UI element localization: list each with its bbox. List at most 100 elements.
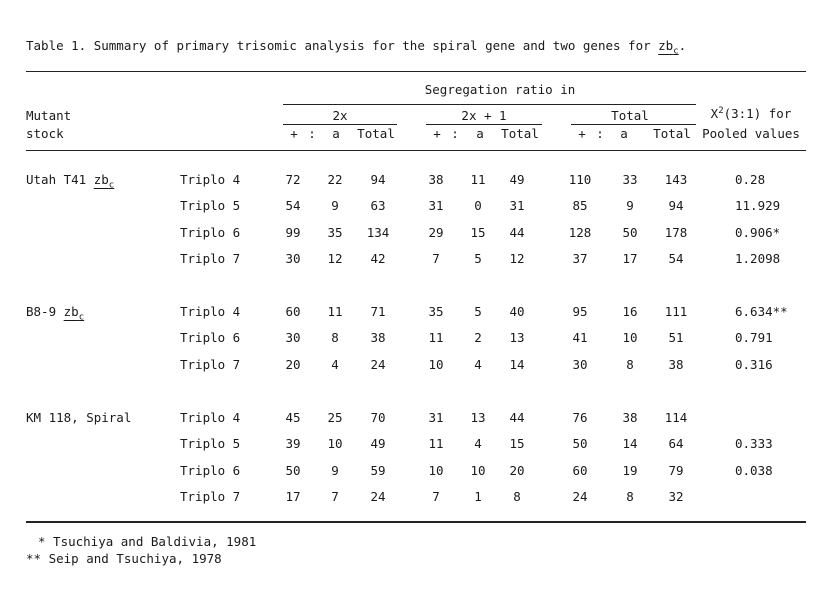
cell-pt: 41 <box>572 330 588 346</box>
cell-p21: 38 <box>428 172 444 187</box>
cell-at: 16 <box>622 304 638 319</box>
cell-at: 33 <box>622 172 638 187</box>
sub-plus-2x1: + <box>433 126 441 141</box>
cell-a2x: 8 <box>331 330 339 346</box>
cell-p2x: 39 <box>285 436 301 452</box>
cell-p2x: 30 <box>285 330 301 346</box>
cell-t2x: 134 <box>366 224 390 240</box>
cell-t2x: 49 <box>370 436 386 452</box>
cell-a21: 2 <box>474 330 482 346</box>
stock-label: Utah T41 zbc <box>26 172 115 191</box>
cell-pt: 50 <box>572 436 588 452</box>
cell-tt: 32 <box>668 488 684 504</box>
cell-p2x: 45 <box>285 410 301 425</box>
cell-p21: 10 <box>428 356 444 372</box>
cell-a2x: 10 <box>327 436 343 452</box>
cell-pt: 30 <box>572 356 588 372</box>
cell-chi: 0.316 <box>735 356 773 372</box>
cell-t21: 44 <box>509 224 525 240</box>
header-group-2x1: 2x + 1 <box>461 108 507 123</box>
top-rule <box>26 71 806 72</box>
group-rule-2x <box>283 124 397 125</box>
cell-at: 10 <box>622 330 638 346</box>
cell-a2x: 9 <box>331 198 339 214</box>
cell-t2x: 94 <box>370 172 386 187</box>
header-stock: stock <box>26 126 64 141</box>
cell-chi: 0.333 <box>735 436 773 452</box>
header-group-total: Total <box>611 108 649 123</box>
cell-p21: 11 <box>428 436 444 452</box>
cell-at: 50 <box>622 224 638 240</box>
stock-gene: zbc <box>63 304 85 323</box>
header-pooled: Pooled values <box>702 126 800 141</box>
sub-plus-total: + <box>578 126 586 141</box>
caption-gene: zbc <box>658 38 679 57</box>
cell-p21: 31 <box>428 410 444 425</box>
cell-t2x: 59 <box>370 462 386 478</box>
cell-p21: 7 <box>432 250 440 266</box>
cell-pt: 85 <box>572 198 588 214</box>
cell-pt: 95 <box>572 304 588 319</box>
sub-total-2x1: Total <box>501 126 539 141</box>
triplo-label: Triplo 4 <box>180 172 241 187</box>
triplo-label: Triplo 4 <box>180 410 241 425</box>
cell-pt: 110 <box>568 172 592 187</box>
cell-pt: 76 <box>572 410 588 425</box>
cell-chi: 0.791 <box>735 330 773 346</box>
cell-p21: 10 <box>428 462 444 478</box>
cell-tt: 143 <box>664 172 688 187</box>
cell-t21: 12 <box>509 250 525 266</box>
cell-a2x: 12 <box>327 250 343 266</box>
sub-sep-total: : <box>596 126 604 141</box>
cell-p2x: 30 <box>285 250 301 266</box>
cell-pt: 24 <box>572 488 588 504</box>
cell-chi: 0.038 <box>735 462 773 478</box>
cell-p21: 7 <box>432 488 440 504</box>
sub-a-total: a <box>620 126 628 141</box>
cell-t21: 40 <box>509 304 525 319</box>
cell-at: 8 <box>626 488 634 504</box>
triplo-label: Triplo 5 <box>180 436 241 452</box>
cell-at: 14 <box>622 436 638 452</box>
triplo-label: Triplo 7 <box>180 356 241 372</box>
sub-a-2x1: a <box>476 126 484 141</box>
cell-a21: 4 <box>474 356 482 372</box>
cell-chi: 1.2098 <box>735 250 781 266</box>
cell-t2x: 71 <box>370 304 386 319</box>
triplo-label: Triplo 4 <box>180 304 241 319</box>
bottom-rule <box>26 521 806 523</box>
cell-a2x: 35 <box>327 224 343 240</box>
cell-pt: 37 <box>572 250 588 266</box>
cell-tt: 114 <box>664 410 688 425</box>
cell-a2x: 11 <box>327 304 343 319</box>
sub-sep-2x1: : <box>451 126 459 141</box>
cell-a2x: 22 <box>327 172 343 187</box>
header-mutant: Mutant <box>26 108 72 123</box>
cell-p21: 31 <box>428 198 444 214</box>
cell-at: 8 <box>626 356 634 372</box>
caption-text: Table 1. Summary of primary trisomic ana… <box>26 38 659 53</box>
cell-tt: 178 <box>664 224 688 240</box>
cell-t2x: 24 <box>370 488 386 504</box>
cell-t21: 15 <box>509 436 525 452</box>
cell-at: 38 <box>622 410 638 425</box>
cell-t2x: 38 <box>370 330 386 346</box>
cell-tt: 64 <box>668 436 684 452</box>
cell-a21: 1 <box>474 488 482 504</box>
cell-p2x: 54 <box>285 198 301 214</box>
cell-t21: 8 <box>513 488 521 504</box>
cell-tt: 38 <box>668 356 684 372</box>
stock-gene: zbc <box>93 172 115 191</box>
cell-p21: 29 <box>428 224 444 240</box>
cell-p2x: 60 <box>285 304 301 319</box>
cell-at: 19 <box>622 462 638 478</box>
cell-chi: 6.634** <box>735 304 788 319</box>
header-rule <box>26 150 806 151</box>
cell-tt: 54 <box>668 250 684 266</box>
footnote-1: * Tsuchiya and Baldivia, 1981 <box>38 534 257 549</box>
cell-tt: 79 <box>668 462 684 478</box>
cell-tt: 51 <box>668 330 684 346</box>
cell-a2x: 25 <box>327 410 343 425</box>
sub-total-2x: Total <box>357 126 395 141</box>
cell-t2x: 42 <box>370 250 386 266</box>
